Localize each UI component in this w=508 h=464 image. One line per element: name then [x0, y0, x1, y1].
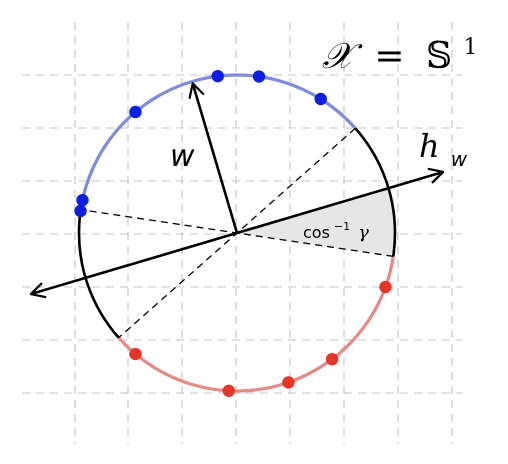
- negative-point: [325, 352, 339, 366]
- weight-vector-arrowhead: [188, 82, 205, 99]
- angle-wedge: [237, 188, 395, 257]
- positive-region-arc: [79, 73, 357, 210]
- space-title: 𝒳 = 𝕊 1: [322, 35, 478, 77]
- negative-point: [379, 280, 392, 294]
- positive-point: [314, 92, 327, 106]
- hyperplane-arrowhead-right: [427, 167, 445, 184]
- positive-point: [74, 204, 87, 218]
- sphere-symbol: 𝕊: [426, 36, 452, 77]
- angle-var: γ: [358, 222, 369, 243]
- positive-point: [211, 69, 224, 83]
- hyperplane-arrowhead-left: [29, 282, 47, 299]
- w-label: w: [170, 139, 195, 174]
- negative-point: [222, 384, 235, 397]
- sphere-dimension: 1: [464, 35, 478, 60]
- space-symbol: 𝒳: [322, 36, 363, 77]
- positive-point: [129, 105, 142, 119]
- angle-sup: −1: [334, 220, 350, 233]
- hyperplane-label: h w: [419, 127, 468, 171]
- equals-sign: =: [374, 36, 404, 77]
- negative-point: [129, 347, 142, 361]
- negative-region-arc: [117, 256, 395, 393]
- hyperplane-label-main: h: [419, 127, 440, 165]
- angle-label: cos −1 γ: [303, 217, 369, 243]
- angle-func: cos: [303, 223, 330, 242]
- weight-vector: [188, 82, 239, 234]
- weight-vector-line: [191, 83, 239, 234]
- hyperplane-label-sub: w: [451, 147, 468, 171]
- negative-points: [129, 280, 392, 397]
- positive-points: [74, 69, 327, 218]
- positive-point: [252, 70, 266, 83]
- positive-point: [76, 193, 89, 207]
- negative-point: [282, 376, 295, 389]
